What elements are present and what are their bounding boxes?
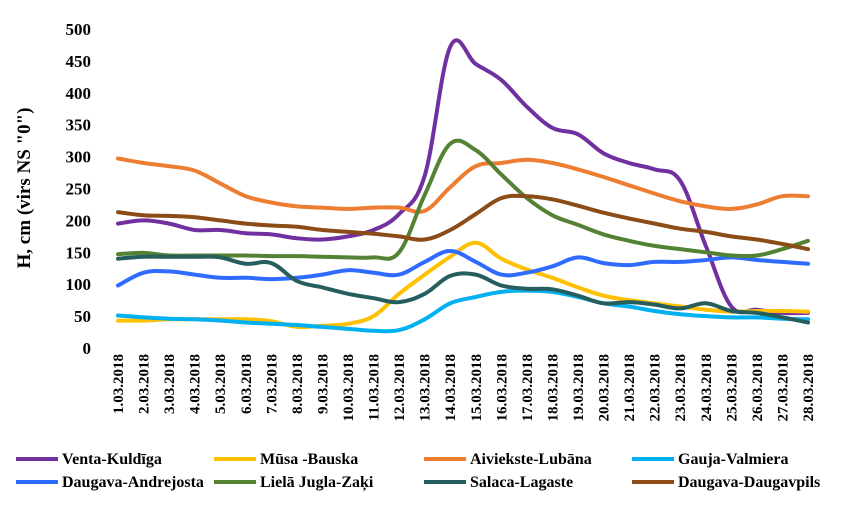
legend-label: Daugava-Andrejosta (62, 474, 204, 491)
x-tick-label: 14.03.2018 (443, 354, 459, 422)
x-tick-label: 13.03.2018 (418, 354, 434, 422)
y-tick-label: 450 (66, 52, 92, 71)
x-tick-label: 15.03.2018 (469, 354, 485, 422)
x-tick-label: 12.03.2018 (392, 354, 408, 422)
series-line (116, 249, 810, 288)
x-tick-label: 21.03.2018 (622, 354, 638, 422)
legend-label: Aiviekste-Lubāna (470, 451, 592, 468)
x-tick-label: 18.03.2018 (545, 354, 561, 422)
x-tick-label: 3.03.2018 (162, 354, 178, 414)
x-tick-label: 26.03.2018 (750, 354, 766, 422)
y-tick-label: 200 (66, 211, 92, 230)
plot-area (116, 38, 810, 334)
x-tick-label: 17.03.2018 (520, 354, 536, 422)
y-tick-label: 0 (83, 339, 92, 358)
x-tick-label: 19.03.2018 (571, 354, 587, 422)
x-tick-label: 5.03.2018 (213, 354, 229, 414)
y-tick-label: 350 (66, 116, 92, 135)
x-tick-label: 8.03.2018 (290, 354, 306, 414)
x-tick-label: 11.03.2018 (367, 354, 383, 421)
y-tick-label: 150 (66, 243, 92, 262)
y-tick-label: 300 (66, 148, 92, 167)
series-line (116, 156, 810, 214)
series-line (116, 193, 810, 252)
x-tick-label: 9.03.2018 (315, 354, 331, 414)
x-tick-label: 7.03.2018 (264, 354, 280, 414)
x-tick-label: 16.03.2018 (494, 354, 510, 422)
x-tick-label: 10.03.2018 (341, 354, 357, 422)
x-tick-label: 28.03.2018 (801, 354, 817, 422)
legend-label: Venta-Kuldīga (62, 451, 162, 468)
x-tick-label: 4.03.2018 (188, 354, 204, 414)
legend-label: Mūsa -Bauska (260, 451, 358, 468)
series-line (116, 38, 810, 316)
x-tick-label: 1.03.2018 (111, 354, 127, 414)
y-tick-label: 500 (66, 20, 92, 39)
legend-label: Salaca-Lagaste (470, 474, 573, 491)
x-tick-label: 20.03.2018 (597, 354, 613, 422)
series-line (116, 240, 810, 330)
x-tick-label: 2.03.2018 (137, 354, 153, 414)
x-axis: 1.03.2018 2.03.2018 3.03.2018 4.03.2018 5.03… (111, 354, 817, 422)
y-tick-label: 400 (66, 84, 92, 103)
y-tick-label: 50 (74, 307, 91, 326)
legend-label: Lielā Jugla-Zaķi (260, 474, 374, 492)
legend-label: Daugava-Daugavpils (678, 474, 820, 491)
series-line (116, 288, 810, 334)
x-tick-label: 22.03.2018 (648, 354, 664, 422)
y-axis-label: H, cm (virs NS "0") (14, 108, 35, 269)
x-tick-label: 6.03.2018 (239, 354, 255, 414)
x-tick-label: 25.03.2018 (724, 354, 740, 422)
legend-label: Gauja-Valmiera (678, 451, 789, 468)
y-tick-label: 250 (66, 180, 92, 199)
series-line (116, 254, 810, 325)
legend: Venta-Kuldīga Mūsa -Bauska Aiviekste-Lubān… (16, 451, 820, 492)
x-tick-label: 23.03.2018 (673, 354, 689, 422)
x-tick-label: 24.03.2018 (699, 354, 715, 422)
y-tick-label: 100 (66, 275, 92, 294)
x-tick-label: 27.03.2018 (775, 354, 791, 422)
series-line (116, 138, 810, 261)
y-axis: 0 50 100 150 200 250 300 350 400 450 500 (66, 20, 92, 358)
